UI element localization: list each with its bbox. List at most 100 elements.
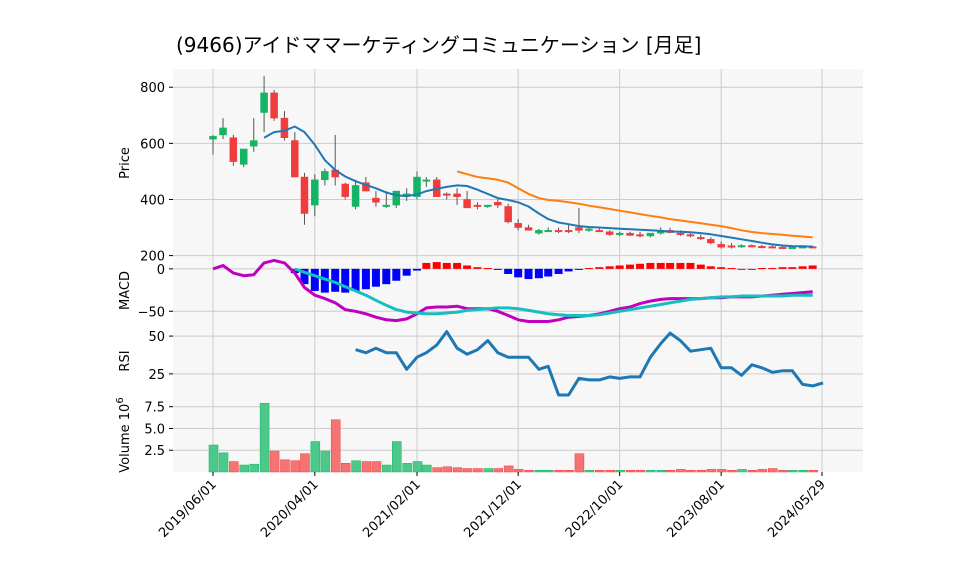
volume-bar [330, 419, 341, 473]
macd-hist-bar [371, 268, 380, 287]
candle-body [413, 176, 421, 197]
candle-body [382, 204, 391, 207]
macd-y-axis-label: MACD [118, 271, 133, 310]
price-y-tick-label: 600 [140, 137, 165, 152]
volume-bar [665, 470, 676, 473]
candle-body [758, 246, 766, 249]
candle-body [514, 223, 522, 228]
volume-bar [269, 450, 280, 473]
candle-body [219, 127, 227, 136]
x-tick-label: 2024/05/29 [765, 477, 829, 541]
candle-body [605, 231, 614, 235]
volume-bar [788, 470, 798, 473]
volume-bar [371, 461, 382, 473]
macd-hist-bar [382, 268, 391, 285]
candle-body [442, 193, 451, 196]
candle-body [626, 232, 634, 236]
macd-hist-bar [341, 268, 350, 293]
volume-bar [768, 468, 778, 473]
macd-hist-bar [473, 267, 482, 269]
candle-body [535, 230, 543, 234]
macd-hist-bar [544, 268, 553, 277]
macd-hist-bar [432, 262, 441, 269]
rsi-y-tick-label: 50 [148, 330, 165, 345]
macd-hist-bar [727, 268, 736, 270]
candle-body [595, 230, 604, 233]
volume-bar [392, 441, 402, 473]
candle-body [453, 193, 461, 197]
macd-hist-bar [666, 262, 675, 269]
price-y-tick-label: 800 [140, 81, 165, 96]
candle-body [341, 183, 349, 197]
macd-y-tick-label: −50 [138, 305, 165, 320]
volume-bar [656, 470, 666, 473]
volume-bar [706, 469, 717, 473]
volume-bar [716, 469, 727, 473]
macd-hist-bar [626, 264, 635, 269]
macd-hist-bar [483, 268, 492, 270]
candle-body [270, 92, 278, 119]
macd-hist-bar [584, 268, 593, 270]
candle-body [494, 202, 502, 206]
macd-hist-bar [442, 262, 451, 269]
macd-hist-bar [351, 268, 360, 291]
volume-bar [778, 470, 788, 473]
volume-bar [524, 470, 534, 473]
candle-body [229, 137, 238, 162]
candle-body [585, 228, 593, 231]
macd-hist-bar [717, 267, 726, 269]
x-tick-label: 2020/04/01 [258, 477, 322, 541]
macd-hist-bar [605, 266, 614, 269]
candle-body [707, 239, 715, 244]
macd-hist-bar [504, 268, 513, 274]
volume-bar [574, 453, 585, 473]
volume-bar [229, 461, 239, 473]
volume-bar [543, 470, 554, 473]
macd-hist-bar [768, 268, 777, 270]
macd-hist-bar [453, 262, 462, 269]
x-tick-label: 2019/06/01 [156, 477, 220, 541]
price-y-axis-label: Price [118, 147, 133, 179]
price-y-tick-label: 400 [140, 193, 165, 208]
volume-bar [320, 450, 331, 473]
macd-hist-bar [646, 262, 655, 269]
macd-hist-bar [676, 262, 685, 269]
macd-hist-bar [788, 267, 797, 269]
candle-body [504, 206, 512, 223]
volume-bar [493, 468, 504, 473]
volume-bar [483, 468, 494, 473]
x-tick-label: 2023/08/01 [664, 477, 728, 541]
volume-bar [300, 453, 310, 473]
volume-bar [737, 469, 747, 473]
volume-bar [625, 470, 636, 473]
candle-body [372, 197, 380, 203]
price-y-tick-label: 200 [140, 250, 165, 265]
candle-body [321, 171, 329, 181]
macd-hist-bar [636, 263, 645, 269]
volume-bar [452, 467, 463, 473]
macd-hist-bar [331, 268, 340, 292]
rsi-line [355, 330, 824, 397]
volume-bar [208, 444, 219, 473]
candle-body [636, 234, 644, 237]
volume-bar [239, 464, 249, 473]
macd-hist-bar [463, 265, 472, 269]
macd-hist-bar [574, 268, 583, 270]
macd-hist-bar [493, 268, 502, 270]
candle-body [524, 227, 533, 231]
volume-bar [503, 465, 514, 473]
macd-hist-bar [798, 266, 807, 269]
macd-hist-bar [534, 268, 543, 279]
volume-bar [605, 470, 615, 473]
macd-y-tick-label: 0 [157, 263, 165, 278]
volume-bar [402, 463, 412, 473]
volume-bar [676, 469, 686, 473]
candle-body [615, 232, 624, 235]
candle-body [788, 246, 797, 249]
macd-hist-bar [706, 266, 715, 269]
volume-bar [361, 461, 372, 473]
volume-y-tick-label: 5.0 [144, 422, 165, 437]
macd-hist-bar [696, 264, 705, 269]
macd-hist-bar [300, 268, 309, 285]
